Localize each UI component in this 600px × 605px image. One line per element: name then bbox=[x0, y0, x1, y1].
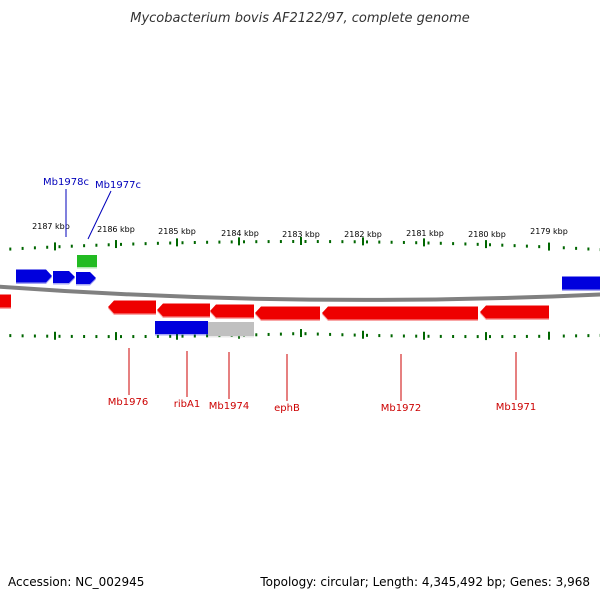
forward-gene[interactable] bbox=[562, 276, 600, 290]
forward-gene-mb1977c[interactable] bbox=[76, 272, 96, 284]
gene-label-mb1974[interactable]: Mb1974 bbox=[209, 401, 249, 412]
gene-label-mb1976[interactable]: Mb1976 bbox=[108, 397, 148, 408]
scale-tick-label: 2179 kbp bbox=[530, 227, 568, 236]
scale-tick-label: 2181 kbp bbox=[406, 229, 444, 238]
gene-label-riba1[interactable]: ribA1 bbox=[174, 399, 200, 410]
reverse-gene-mb1971[interactable] bbox=[480, 305, 549, 319]
forward-gene-mb1978c[interactable] bbox=[53, 271, 75, 283]
label-leader bbox=[87, 190, 112, 240]
reverse-gene-riba1[interactable] bbox=[157, 303, 210, 317]
map-title: Mycobacterium bovis AF2122/97, complete … bbox=[130, 11, 469, 26]
scale-tick-label: 2185 kbp bbox=[158, 227, 196, 236]
scale-label-row: 2187 kbp 2186 kbp 2185 kbp 2184 kbp 2183 kbp… bbox=[32, 222, 568, 239]
upper-tick-row bbox=[9, 237, 600, 252]
gene-track bbox=[0, 255, 600, 338]
accession-text: Accession: NC_002945 bbox=[8, 575, 144, 589]
scale-tick-label: 2187 kbp bbox=[32, 222, 70, 231]
scale-tick-label: 2180 kbp bbox=[468, 230, 506, 239]
reverse-gene[interactable] bbox=[0, 294, 11, 308]
reverse-gene-mb1972[interactable] bbox=[322, 306, 478, 320]
rna-gene[interactable] bbox=[77, 255, 97, 267]
scale-tick-label: 2183 kbp bbox=[282, 230, 320, 239]
label-leaders bbox=[65, 189, 517, 401]
scale-tick-label: 2186 kbp bbox=[97, 225, 135, 234]
gene-label-ephb[interactable]: ephB bbox=[274, 403, 300, 414]
gene-label-mb1972[interactable]: Mb1972 bbox=[381, 403, 421, 414]
forward-gene-riba1-overlap[interactable] bbox=[155, 321, 208, 334]
scale-tick-label: 2182 kbp bbox=[344, 230, 382, 239]
gene-label-mb1977c[interactable]: Mb1977c bbox=[95, 180, 141, 191]
genome-backbone bbox=[0, 284, 600, 302]
reverse-gene-mb1976[interactable] bbox=[108, 300, 156, 314]
reverse-gene-mb1974[interactable] bbox=[210, 304, 254, 318]
gene-label-group: Mb1978c Mb1977c Mb1976 ribA1 Mb1974 ephB Mb197… bbox=[43, 177, 536, 414]
pseudo-gene[interactable] bbox=[208, 322, 254, 336]
gene-label-mb1978c[interactable]: Mb1978c bbox=[43, 177, 89, 188]
reverse-gene-ephb[interactable] bbox=[255, 306, 320, 320]
gene-label-mb1971[interactable]: Mb1971 bbox=[496, 402, 536, 413]
forward-gene[interactable] bbox=[16, 269, 52, 283]
scale-tick-label: 2184 kbp bbox=[221, 229, 259, 238]
lower-tick-row bbox=[9, 329, 600, 341]
genome-summary-text: Topology: circular; Length: 4,345,492 bp… bbox=[259, 575, 590, 589]
